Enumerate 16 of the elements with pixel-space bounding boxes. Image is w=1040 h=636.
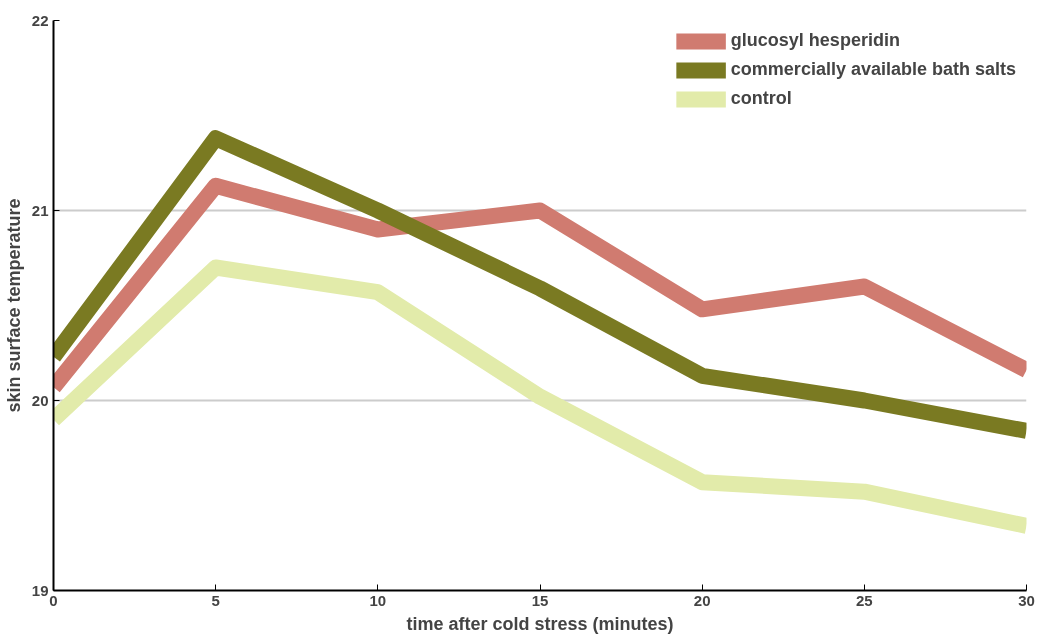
y-axis-title: skin surface temperature <box>3 198 24 413</box>
x-tick-label: 20 <box>693 591 711 609</box>
x-tick-label: 30 <box>1018 591 1035 609</box>
x-tick-label: 15 <box>531 591 549 609</box>
y-tick-label: 21 <box>31 201 49 219</box>
y-tick-label: 20 <box>31 391 49 409</box>
x-axis-title: time after cold stress (minutes) <box>406 613 674 634</box>
x-tick-label: 5 <box>211 591 220 609</box>
x-tick-label: 0 <box>49 591 58 609</box>
x-tick-label: 10 <box>369 591 387 609</box>
x-tick-label: 25 <box>855 591 873 609</box>
legend-label: commercially available bath salts <box>730 59 1016 80</box>
y-tick-label: 19 <box>31 581 49 599</box>
legend-label: glucosyl hesperidin <box>730 30 900 51</box>
legend-label: control <box>730 88 792 109</box>
y-tick-label: 22 <box>31 11 49 29</box>
